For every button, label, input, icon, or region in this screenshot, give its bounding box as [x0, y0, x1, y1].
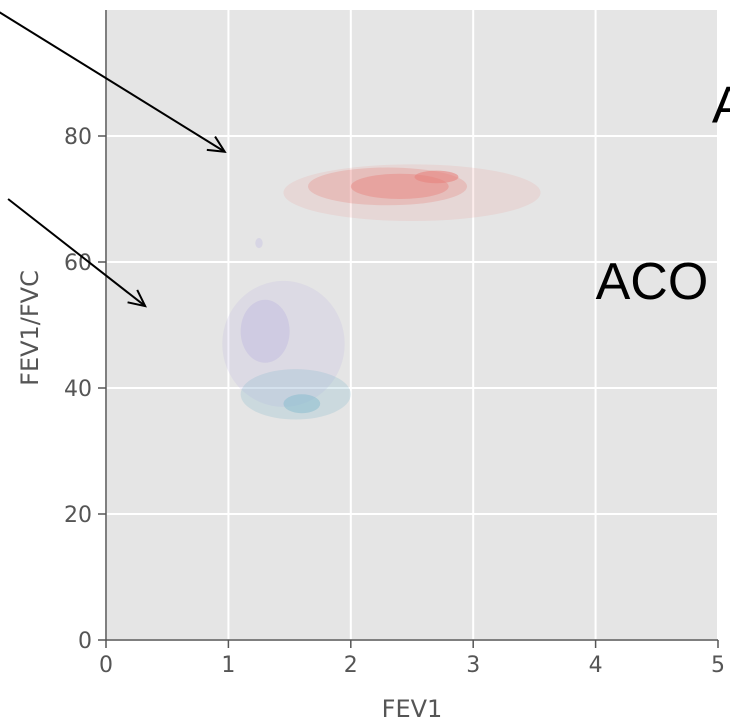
- axes: [98, 10, 719, 648]
- arrow-line: [7, 198, 146, 307]
- density-region: [283, 164, 541, 222]
- y-axis-label: FEV1/FVC: [16, 270, 44, 386]
- density-region: [283, 394, 321, 414]
- density-region: [240, 369, 351, 420]
- annotation-text: A: [712, 77, 730, 135]
- y-tick-label: 80: [64, 125, 92, 150]
- annotation-text: ACO: [596, 253, 709, 311]
- x-tick-label: 4: [589, 653, 603, 678]
- x-tick-label: 5: [711, 653, 725, 678]
- x-tick-label: 1: [221, 653, 235, 678]
- x-tick-labels: 0 1 2 3 4 5: [99, 653, 725, 678]
- density-region: [255, 238, 263, 249]
- arrow-head: [127, 289, 147, 308]
- y-tick-label: 0: [78, 629, 92, 654]
- y-tick-labels: 0 20 40 60 80: [64, 125, 92, 654]
- arrow-line: [0, 11, 226, 153]
- plot-background: [106, 10, 718, 640]
- annotations: ACO A: [0, 11, 730, 311]
- y-tick-label: 60: [64, 251, 92, 276]
- x-tick-label: 3: [466, 653, 480, 678]
- arrow-head: [206, 136, 227, 153]
- x-tick-label: 0: [99, 653, 113, 678]
- density-region: [414, 170, 459, 184]
- density-regions: [222, 164, 541, 420]
- y-tick-label: 40: [64, 377, 92, 402]
- x-axis-label: FEV1: [382, 695, 443, 723]
- y-tick-label: 20: [64, 503, 92, 528]
- density-region: [222, 280, 345, 407]
- density-region: [240, 299, 290, 363]
- x-tick-label: 2: [344, 653, 358, 678]
